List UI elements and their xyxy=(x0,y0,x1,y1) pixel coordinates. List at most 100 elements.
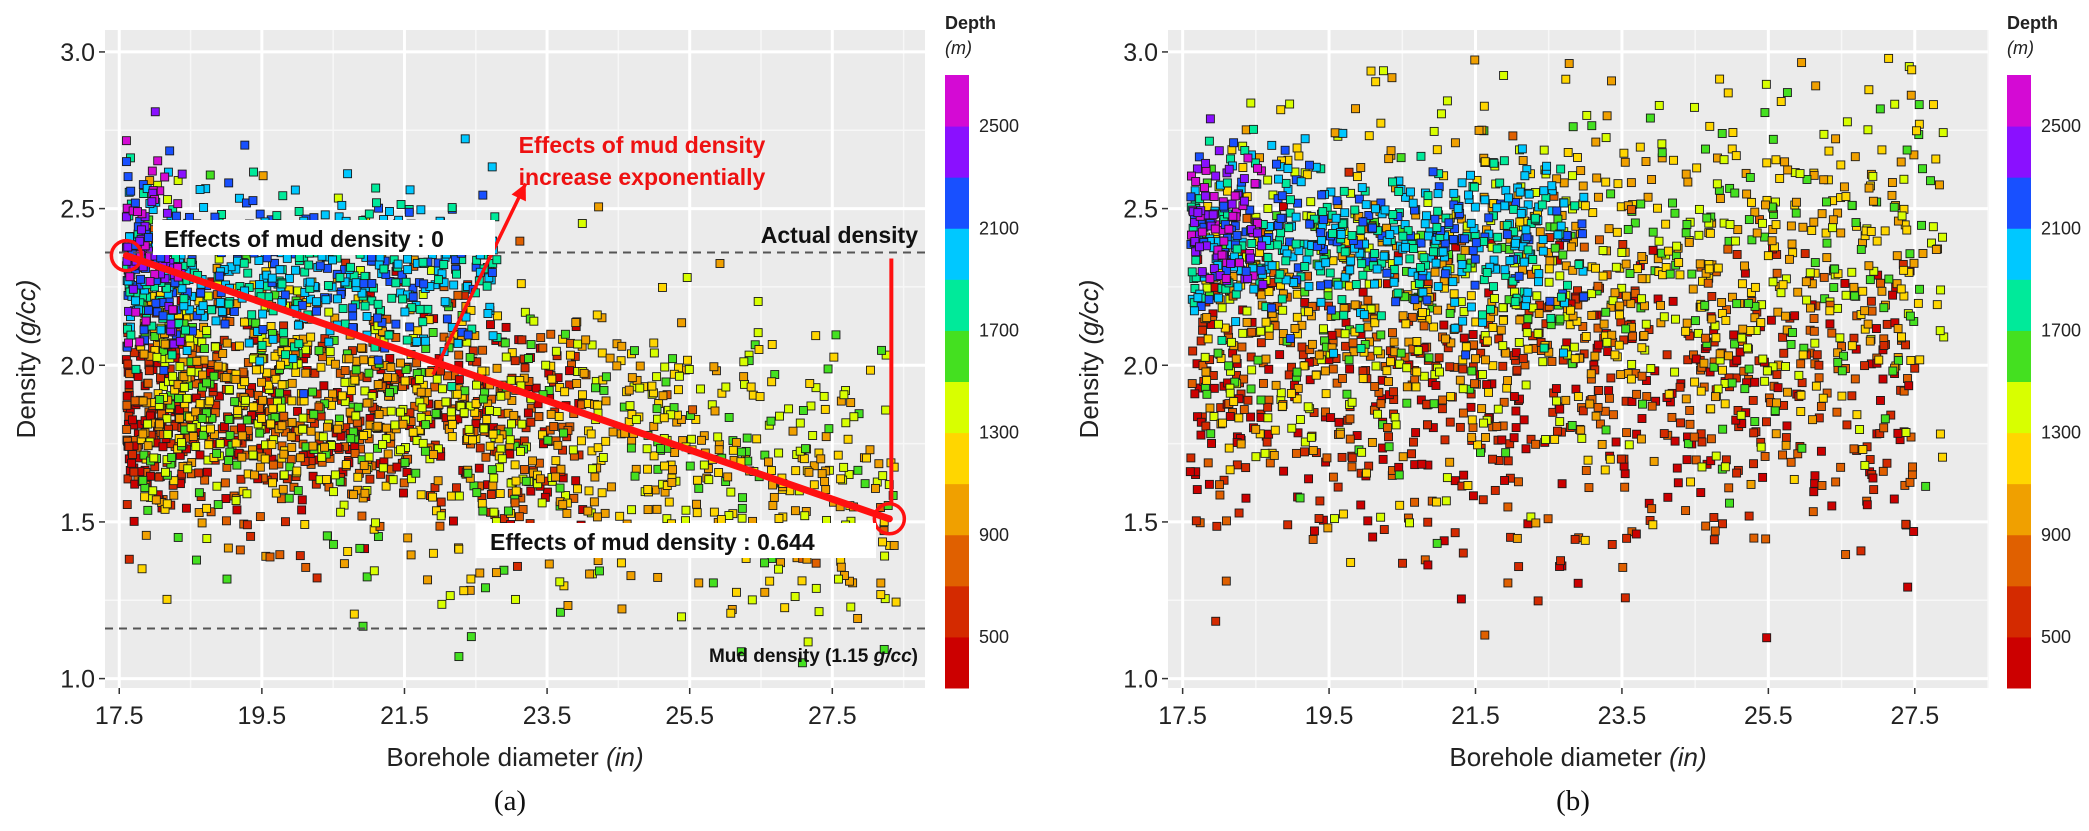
data-point xyxy=(714,468,724,477)
data-point xyxy=(629,346,639,356)
data-point xyxy=(1448,235,1458,244)
data-point xyxy=(1290,323,1300,333)
data-point xyxy=(817,469,827,479)
data-point xyxy=(1402,363,1412,373)
data-point xyxy=(503,506,513,516)
data-point xyxy=(1546,313,1556,323)
data-point xyxy=(372,198,381,208)
data-point xyxy=(231,438,241,448)
data-point xyxy=(1610,288,1620,298)
data-point xyxy=(1553,426,1562,436)
data-point xyxy=(536,333,546,343)
data-point xyxy=(1776,288,1786,298)
data-point xyxy=(1865,275,1875,285)
data-point xyxy=(811,583,821,593)
data-point xyxy=(726,608,736,618)
data-point xyxy=(1576,425,1586,435)
data-point xyxy=(511,476,521,486)
data-point xyxy=(1204,479,1214,489)
data-point xyxy=(1411,382,1421,392)
data-point xyxy=(1806,303,1815,313)
data-point xyxy=(1539,186,1549,196)
data-point xyxy=(1552,206,1562,216)
data-point xyxy=(308,441,318,451)
data-point xyxy=(323,281,333,290)
data-point xyxy=(535,474,545,484)
data-point xyxy=(421,420,431,430)
data-point xyxy=(1566,305,1576,315)
data-point xyxy=(821,432,831,442)
data-point xyxy=(1242,317,1252,327)
data-point xyxy=(123,359,133,369)
data-point xyxy=(1631,529,1641,539)
data-point xyxy=(1238,328,1248,338)
data-point xyxy=(186,367,196,377)
data-point xyxy=(482,281,492,291)
data-point xyxy=(1380,205,1390,215)
data-point xyxy=(1599,319,1609,329)
data-point xyxy=(804,467,814,477)
data-point xyxy=(1577,433,1587,443)
data-point xyxy=(175,336,185,346)
data-point xyxy=(1486,304,1495,314)
data-point xyxy=(277,421,287,431)
data-point xyxy=(1445,457,1455,467)
data-point xyxy=(182,346,192,355)
data-point xyxy=(1458,408,1468,418)
data-point xyxy=(415,304,425,314)
data-point xyxy=(255,512,265,522)
data-point xyxy=(1878,374,1888,384)
data-point xyxy=(171,211,181,221)
data-point xyxy=(692,475,702,485)
data-point xyxy=(234,341,244,351)
data-point xyxy=(198,430,208,440)
data-point xyxy=(351,365,361,375)
data-point xyxy=(1782,421,1792,431)
data-point xyxy=(1332,378,1342,388)
data-point xyxy=(291,368,301,377)
data-point xyxy=(1187,267,1197,277)
data-point xyxy=(298,424,308,434)
data-point xyxy=(128,450,137,459)
data-point xyxy=(161,283,171,293)
data-point xyxy=(1928,222,1938,232)
data-point xyxy=(1860,306,1870,316)
data-point xyxy=(1690,377,1700,387)
data-point xyxy=(747,595,757,605)
data-point xyxy=(1694,230,1704,240)
data-point xyxy=(1822,238,1832,248)
data-point xyxy=(445,591,455,601)
data-point xyxy=(1336,229,1346,239)
data-point xyxy=(249,167,258,177)
data-point xyxy=(1601,425,1611,435)
data-point xyxy=(1337,452,1347,462)
data-point xyxy=(1467,415,1477,425)
data-point xyxy=(481,583,490,593)
data-point xyxy=(520,363,530,373)
data-point xyxy=(1681,506,1691,516)
data-point xyxy=(1604,386,1614,396)
data-point xyxy=(586,429,596,439)
data-point xyxy=(1438,247,1448,257)
data-point xyxy=(1466,302,1476,312)
data-point xyxy=(1323,523,1333,533)
data-point xyxy=(489,507,499,517)
data-point xyxy=(1499,156,1509,166)
data-point xyxy=(1416,151,1426,161)
data-point xyxy=(688,405,698,415)
data-point xyxy=(1532,291,1542,301)
data-point xyxy=(775,411,784,421)
data-point xyxy=(1750,377,1760,387)
data-point xyxy=(668,354,678,364)
data-point xyxy=(186,257,196,267)
colorbar-segment xyxy=(945,636,969,689)
data-point xyxy=(1750,417,1760,426)
data-point xyxy=(1331,213,1341,223)
data-point xyxy=(1771,220,1781,230)
data-point xyxy=(275,265,285,275)
data-point xyxy=(1700,300,1710,310)
data-point xyxy=(1432,538,1442,548)
exponential-label-line1: Effects of mud density xyxy=(519,132,766,158)
data-point xyxy=(153,156,163,166)
data-point xyxy=(1204,136,1214,146)
